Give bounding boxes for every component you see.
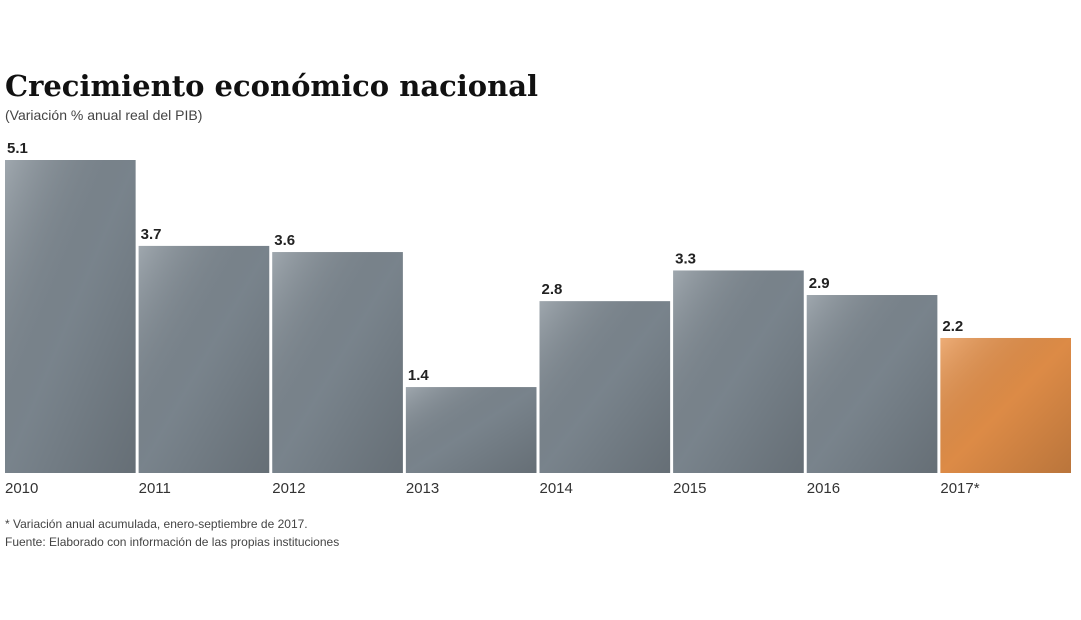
bar-texture [405, 387, 537, 473]
x-tick-label: 2012 [272, 480, 305, 497]
x-tick-label: 2017* [940, 480, 979, 497]
x-tick-label: 2010 [5, 480, 38, 497]
bar-texture [138, 245, 270, 473]
value-label: 5.1 [7, 140, 28, 157]
chart-title: Crecimiento económico nacional [5, 69, 538, 103]
footnote: * Variación anual acumulada, enero-septi… [5, 517, 308, 531]
value-label: 2.9 [809, 275, 830, 292]
bar-texture [539, 301, 671, 473]
source-note: Fuente: Elaborado con información de las… [5, 535, 339, 549]
value-label: 3.7 [141, 226, 162, 243]
x-tick-label: 2016 [807, 480, 840, 497]
value-label: 2.8 [542, 281, 563, 298]
chart-subtitle: (Variación % anual real del PIB) [5, 107, 202, 123]
x-tick-label: 2015 [673, 480, 706, 497]
value-label: 1.4 [408, 367, 430, 384]
value-label: 2.2 [942, 318, 963, 335]
x-tick-label: 2013 [406, 480, 439, 497]
value-label: 3.3 [675, 250, 696, 267]
x-tick-label: 2014 [540, 480, 573, 497]
bar-texture [5, 160, 136, 473]
x-tick-label: 2011 [139, 480, 171, 497]
bar-texture [272, 252, 403, 473]
bar-texture [673, 270, 804, 473]
bar-texture [940, 337, 1071, 473]
bar-texture [806, 295, 938, 473]
value-label: 3.6 [274, 232, 295, 249]
